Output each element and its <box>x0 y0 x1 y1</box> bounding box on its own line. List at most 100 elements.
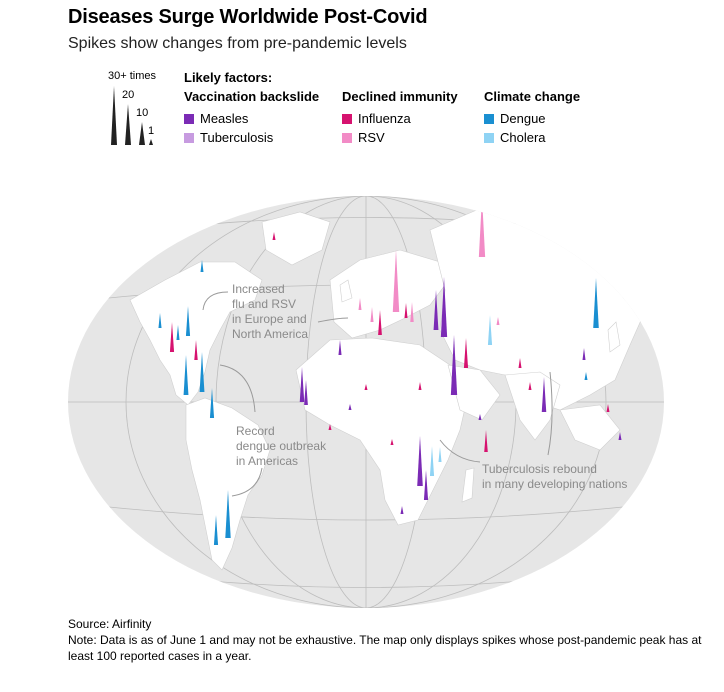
spike-dengue <box>593 278 599 328</box>
legend-group-immunity: Declined immunity Influenza RSV <box>342 89 458 147</box>
annotation-dengue-americas: Record dengue outbreak in Americas <box>236 424 327 468</box>
land-europe <box>329 249 446 339</box>
land-uk <box>339 279 353 303</box>
scale-spike-20 <box>125 104 131 145</box>
scale-legend-spikes <box>111 86 153 145</box>
legend-label: Tuberculosis <box>200 130 274 145</box>
scale-label-20: 20 <box>122 89 135 101</box>
scale-label-top: 30+ times <box>108 70 156 82</box>
scale-label-1: 1 <box>148 125 155 137</box>
spike-measles <box>299 367 305 402</box>
spike-flu <box>328 424 332 430</box>
spike-measles <box>450 335 458 395</box>
spike-measles <box>417 436 423 486</box>
page-subtitle: Spikes show changes from pre-pandemic le… <box>68 35 407 52</box>
scale-spike-1 <box>149 139 153 145</box>
legend-item-influenza: Influenza <box>342 109 458 128</box>
source-line: Source: Airfinity <box>68 617 152 631</box>
spike-flu <box>463 338 469 368</box>
legend-label: Dengue <box>500 111 546 126</box>
swatch-rsv <box>342 132 352 143</box>
legend-group-title: Declined immunity <box>342 89 458 104</box>
spike-flu <box>194 340 198 360</box>
spike-measles <box>541 377 547 412</box>
spike-flu <box>418 382 422 390</box>
spike-rsv <box>496 317 500 325</box>
legend-label: Cholera <box>500 130 546 145</box>
spike-measles <box>618 432 622 440</box>
spike-rsv <box>478 197 486 257</box>
land-north-america <box>129 261 263 406</box>
swatch-dengue <box>484 113 494 124</box>
note-line: Note: Data is as of June 1 and may not b… <box>68 633 702 663</box>
spike-cholera <box>438 447 442 462</box>
land-india <box>504 371 561 441</box>
swatch-tuberculosis <box>184 132 194 143</box>
spike-dengue <box>185 306 191 336</box>
spike-measles <box>348 404 352 410</box>
spike-dengue <box>213 515 219 545</box>
land-japan <box>607 321 621 353</box>
spike-rsv <box>370 307 374 322</box>
scale-spike-30 <box>111 86 117 145</box>
spike-measles <box>440 277 448 337</box>
land-madagascar <box>461 467 475 503</box>
spike-dengue <box>158 313 162 328</box>
swatch-influenza <box>342 113 352 124</box>
spike-measles <box>338 340 342 355</box>
spike-flu <box>378 310 382 335</box>
scale-legend: 30+ times 20 10 1 <box>100 70 160 146</box>
land-masses <box>129 199 651 571</box>
swatch-measles <box>184 113 194 124</box>
spike-dengue <box>183 355 189 395</box>
spike-cholera <box>429 446 435 476</box>
land-south-america <box>185 397 271 571</box>
factors-heading: Likely factors: <box>184 70 273 85</box>
footer: Source: Airfinity Note: Data is as of Ju… <box>68 616 708 664</box>
spike-measles <box>304 380 308 405</box>
spike-dengue <box>199 352 205 392</box>
spike-measles <box>400 506 404 514</box>
spike-rsv <box>392 250 400 312</box>
land-greenland <box>261 211 331 266</box>
spike-dengue <box>225 490 231 538</box>
legend-label: Measles <box>200 111 249 126</box>
land-arabia <box>447 364 501 421</box>
spike-rsv <box>410 302 414 322</box>
spike-dengue <box>584 372 588 380</box>
annotation-leaders <box>202 291 553 497</box>
spike-flu <box>390 439 394 445</box>
legend-group-title: Vaccination backslide <box>184 89 320 104</box>
spike-flu <box>404 303 408 318</box>
spike-flu <box>484 430 488 452</box>
legend-label: Influenza <box>358 111 411 126</box>
scale-label-10: 10 <box>136 107 149 119</box>
page-title: Diseases Surge Worldwide Post-Covid <box>68 6 428 28</box>
legend-group-vaccination: Vaccination backslide Measles Tuberculos… <box>184 89 319 147</box>
spike-cholera <box>487 315 493 345</box>
legend-item-tuberculosis: Tuberculosis <box>184 128 319 147</box>
spike-flu <box>528 382 532 390</box>
spike-flu <box>518 358 522 368</box>
legend-item-measles: Measles <box>184 109 319 128</box>
spike-flu <box>169 322 175 352</box>
spike-dengue <box>200 260 204 272</box>
scale-spike-10 <box>139 122 145 145</box>
legend-group-title: Climate change <box>484 89 581 104</box>
spike-dengue <box>176 325 180 340</box>
spike-flu <box>364 384 368 390</box>
annotation-europe-na: Increased flu and RSV in Europe and Nort… <box>232 282 309 341</box>
spike-measles <box>582 348 586 360</box>
spike-measles <box>478 414 482 420</box>
land-southeast-asia <box>559 404 621 451</box>
spike-dengue <box>209 388 215 418</box>
annotation-tb-rebound: Tuberculosis rebound in many developing … <box>482 462 628 491</box>
land-africa <box>295 337 469 526</box>
disease-spikes <box>158 197 622 545</box>
spike-flu <box>272 232 276 240</box>
legend-label: RSV <box>358 130 385 145</box>
spike-rsv <box>358 298 362 310</box>
legend-item-rsv: RSV <box>342 128 458 147</box>
spike-measles <box>423 470 429 500</box>
